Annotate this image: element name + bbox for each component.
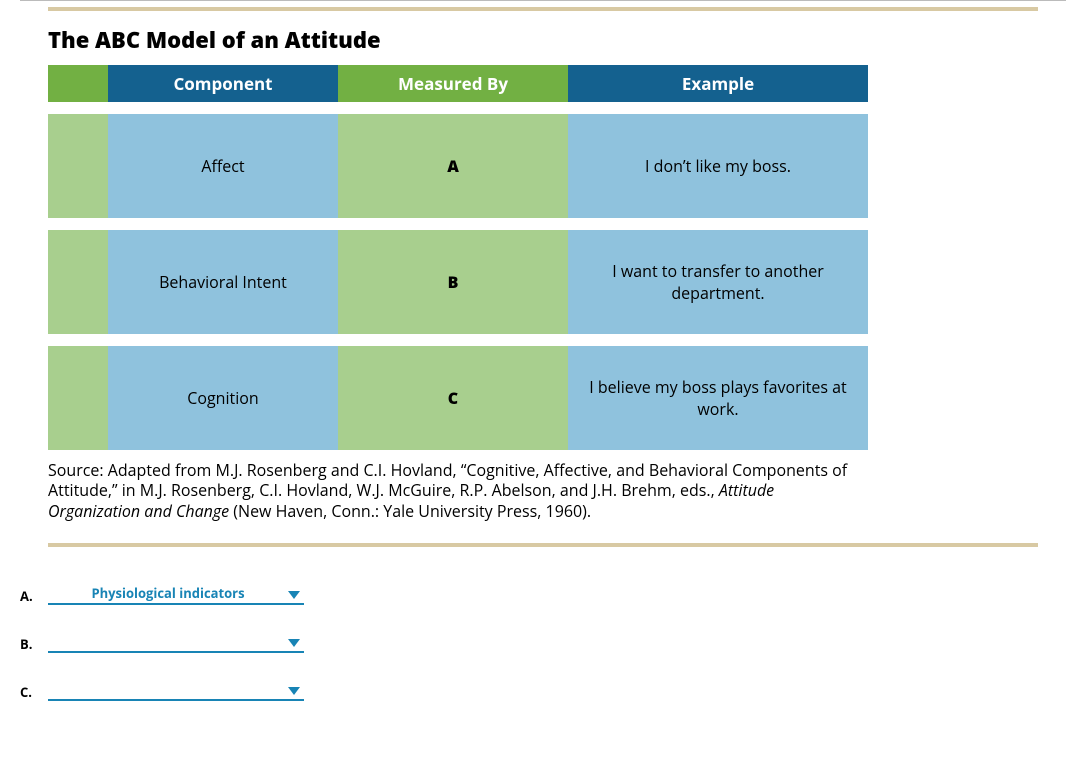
table-row: Affect A I don’t like my boss. bbox=[48, 114, 868, 218]
answer-value-a: Physiological indicators bbox=[48, 584, 288, 604]
source-citation: Source: Adapted from M.J. Rosenberg and … bbox=[48, 460, 868, 521]
bottom-tan-rule bbox=[48, 543, 1038, 547]
header-measured: Measured By bbox=[338, 65, 568, 102]
table-row: Cognition C I believe my boss plays favo… bbox=[48, 346, 868, 450]
cell-component: Affect bbox=[108, 114, 338, 218]
table-row: Behavioral Intent B I want to transfer t… bbox=[48, 230, 868, 334]
answer-value-c bbox=[48, 684, 288, 700]
cell-component: Cognition bbox=[108, 346, 338, 450]
figure-title: The ABC Model of an Attitude bbox=[48, 25, 1066, 55]
source-suffix: (New Haven, Conn.: Yale University Press… bbox=[229, 500, 591, 522]
abc-table: Component Measured By Example Affect A I… bbox=[48, 65, 868, 450]
cell-component: Behavioral Intent bbox=[108, 230, 338, 334]
header-row: Component Measured By Example bbox=[48, 65, 868, 102]
answer-dropdown-b[interactable] bbox=[48, 631, 304, 653]
cell-measured-letter: A bbox=[338, 114, 568, 218]
row-marker bbox=[48, 230, 108, 334]
answer-section: A. Physiological indicators B. C. bbox=[20, 583, 1066, 701]
cell-example: I don’t like my boss. bbox=[568, 114, 868, 218]
cell-example: I believe my boss plays favorites at wor… bbox=[568, 346, 868, 450]
answer-label-b: B. bbox=[20, 635, 48, 653]
answer-value-b bbox=[48, 636, 288, 652]
answer-label-c: C. bbox=[20, 683, 48, 701]
header-example: Example bbox=[568, 65, 868, 102]
answer-row: B. bbox=[20, 631, 1066, 653]
answer-dropdown-a[interactable]: Physiological indicators bbox=[48, 583, 304, 605]
top-tan-rule bbox=[48, 7, 1038, 11]
cell-measured-letter: B bbox=[338, 230, 568, 334]
cell-measured-letter: C bbox=[338, 346, 568, 450]
top-thin-rule bbox=[20, 0, 1066, 1]
header-component: Component bbox=[108, 65, 338, 102]
chevron-down-icon bbox=[288, 591, 300, 599]
header-blank bbox=[48, 65, 108, 102]
answer-row: C. bbox=[20, 679, 1066, 701]
chevron-down-icon bbox=[288, 639, 300, 647]
answer-row: A. Physiological indicators bbox=[20, 583, 1066, 605]
row-marker bbox=[48, 346, 108, 450]
chevron-down-icon bbox=[288, 687, 300, 695]
cell-example: I want to transfer to another department… bbox=[568, 230, 868, 334]
answer-label-a: A. bbox=[20, 587, 48, 605]
row-marker bbox=[48, 114, 108, 218]
answer-dropdown-c[interactable] bbox=[48, 679, 304, 701]
